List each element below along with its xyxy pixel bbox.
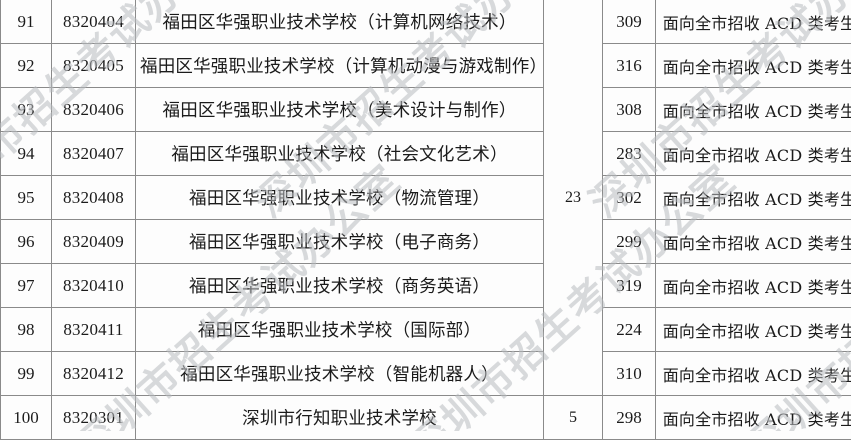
cell-score: 298 (603, 396, 656, 440)
table-row[interactable]: 98 8320411 福田区华强职业技术学校（国际部） 224 面向全市招收 A… (1, 308, 851, 352)
table-row[interactable]: 100 8320301 深圳市行知职业技术学校 5 298 面向全市招收 ACD… (1, 396, 851, 440)
cell-sequence: 99 (1, 352, 52, 396)
cell-remark: 面向全市招收 ACD 类考生 (656, 88, 851, 132)
cell-school-name: 福田区华强职业技术学校（电子商务） (136, 220, 544, 264)
table-row[interactable]: 99 8320412 福田区华强职业技术学校（智能机器人） 310 面向全市招收… (1, 352, 851, 396)
cell-school-name: 福田区华强职业技术学校（社会文化艺术） (136, 132, 544, 176)
cell-school-name: 福田区华强职业技术学校（国际部） (136, 308, 544, 352)
cell-school-name: 福田区华强职业技术学校（计算机动漫与游戏制作） (136, 44, 544, 88)
cell-score: 224 (603, 308, 656, 352)
cell-school-code: 8320404 (52, 0, 136, 44)
cell-school-name: 福田区华强职业技术学校（智能机器人） (136, 352, 544, 396)
table-row[interactable]: 94 8320407 福田区华强职业技术学校（社会文化艺术） 283 面向全市招… (1, 132, 851, 176)
table-row[interactable]: 95 8320408 福田区华强职业技术学校（物流管理） 302 面向全市招收 … (1, 176, 851, 220)
cell-remark: 面向全市招收 ACD 类考生 (656, 264, 851, 308)
cell-score: 316 (603, 44, 656, 88)
cell-school-name: 福田区华强职业技术学校（计算机网络技术） (136, 0, 544, 44)
cell-sequence: 92 (1, 44, 52, 88)
table-row[interactable]: 96 8320409 福田区华强职业技术学校（电子商务） 299 面向全市招收 … (1, 220, 851, 264)
cell-sequence: 93 (1, 88, 52, 132)
cell-school-code: 8320407 (52, 132, 136, 176)
cell-remark: 面向全市招收 ACD 类考生 (656, 352, 851, 396)
cell-score: 283 (603, 132, 656, 176)
cell-score: 310 (603, 352, 656, 396)
cell-score: 299 (603, 220, 656, 264)
cell-remark: 面向全市招收 ACD 类考生 (656, 396, 851, 440)
cell-school-name: 福田区华强职业技术学校（商务英语） (136, 264, 544, 308)
cell-score: 319 (603, 264, 656, 308)
cell-school-code: 8320301 (52, 396, 136, 440)
cell-school-name: 福田区华强职业技术学校（美术设计与制作） (136, 88, 544, 132)
cell-plan-merged-next: 5 (544, 396, 603, 440)
cell-score: 302 (603, 176, 656, 220)
cell-score: 308 (603, 88, 656, 132)
table-row[interactable]: 93 8320406 福田区华强职业技术学校（美术设计与制作） 308 面向全市… (1, 88, 851, 132)
cell-sequence: 96 (1, 220, 52, 264)
cell-sequence: 94 (1, 132, 52, 176)
cell-school-code: 8320412 (52, 352, 136, 396)
cell-school-code: 8320410 (52, 264, 136, 308)
cell-remark: 面向全市招收 ACD 类考生 (656, 0, 851, 44)
cell-score: 309 (603, 0, 656, 44)
cell-remark: 面向全市招收 ACD 类考生 (656, 308, 851, 352)
cell-sequence: 95 (1, 176, 52, 220)
table-row[interactable]: 92 8320405 福田区华强职业技术学校（计算机动漫与游戏制作） 316 面… (1, 44, 851, 88)
cell-remark: 面向全市招收 ACD 类考生 (656, 44, 851, 88)
cell-plan-merged: 23 (544, 0, 603, 396)
cell-remark: 面向全市招收 ACD 类考生 (656, 176, 851, 220)
cell-school-name: 福田区华强职业技术学校（物流管理） (136, 176, 544, 220)
cell-remark: 面向全市招收 ACD 类考生 (656, 220, 851, 264)
cell-school-code: 8320411 (52, 308, 136, 352)
cell-school-name: 深圳市行知职业技术学校 (136, 396, 544, 440)
table-row[interactable]: 91 8320404 福田区华强职业技术学校（计算机网络技术） 23 309 面… (1, 0, 851, 44)
cell-school-code: 8320406 (52, 88, 136, 132)
table-row[interactable]: 97 8320410 福田区华强职业技术学校（商务英语） 319 面向全市招收 … (1, 264, 851, 308)
cell-remark: 面向全市招收 ACD 类考生 (656, 132, 851, 176)
cell-school-code: 8320409 (52, 220, 136, 264)
cell-sequence: 91 (1, 0, 52, 44)
cell-school-code: 8320405 (52, 44, 136, 88)
score-table-sheet: 91 8320404 福田区华强职业技术学校（计算机网络技术） 23 309 面… (0, 0, 851, 431)
cell-sequence: 98 (1, 308, 52, 352)
cell-school-code: 8320408 (52, 176, 136, 220)
cell-sequence: 100 (1, 396, 52, 440)
cell-sequence: 97 (1, 264, 52, 308)
